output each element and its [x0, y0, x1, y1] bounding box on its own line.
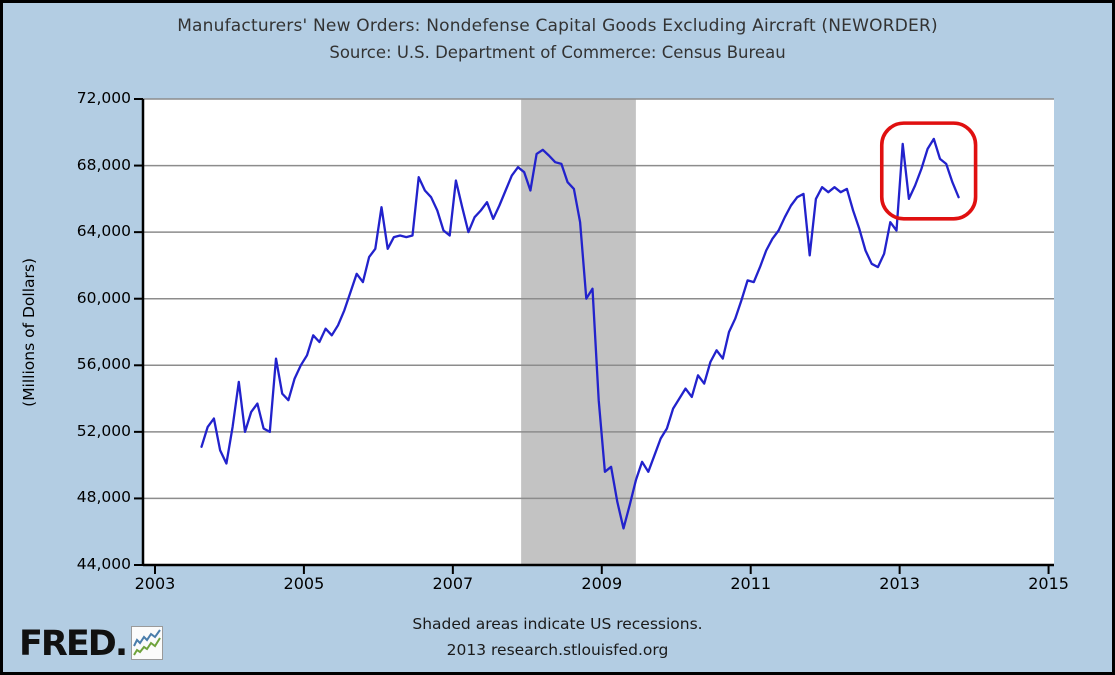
y-tick-label: 60,000 [76, 288, 131, 307]
chart-title: Manufacturers' New Orders: Nondefense Ca… [177, 16, 938, 36]
gridlines [143, 98, 1054, 500]
footer-note-source-url: 2013 research.stlouisfed.org [446, 641, 669, 659]
data-line [200, 137, 960, 530]
fred-logo-text: FRED. [19, 624, 128, 664]
x-tick-label: 2003 [134, 574, 176, 593]
y-tick-label: 48,000 [76, 488, 131, 507]
x-tick-label: 2015 [1028, 574, 1069, 593]
y-tick-label: 72,000 [76, 89, 131, 107]
y-tick-label: 52,000 [76, 421, 131, 440]
chart-source: Source: U.S. Department of Commerce: Cen… [329, 43, 786, 62]
y-tick-label: 56,000 [76, 355, 131, 374]
annotation-box [879, 121, 978, 221]
x-tick-label: 2007 [432, 574, 474, 593]
fred-logo: FRED. [19, 624, 164, 664]
fred-chart-icon [131, 626, 164, 660]
x-tick-label: 2005 [283, 574, 325, 593]
y-tick-label: 64,000 [76, 222, 131, 241]
y-tick-label: 44,000 [76, 555, 131, 573]
x-tick-label: 2011 [730, 574, 772, 593]
title-block: Manufacturers' New Orders: Nondefense Ca… [3, 16, 1112, 62]
y-tick-label: 68,000 [76, 155, 131, 174]
recession-band [521, 99, 636, 565]
plot-area [134, 98, 1054, 574]
axis-ticks [134, 98, 1050, 574]
x-tick-label: 2009 [581, 574, 623, 593]
x-tick-label: 2013 [879, 574, 920, 593]
footer-note-recessions: Shaded areas indicate US recessions. [412, 615, 703, 633]
plot-svg [134, 98, 1054, 574]
